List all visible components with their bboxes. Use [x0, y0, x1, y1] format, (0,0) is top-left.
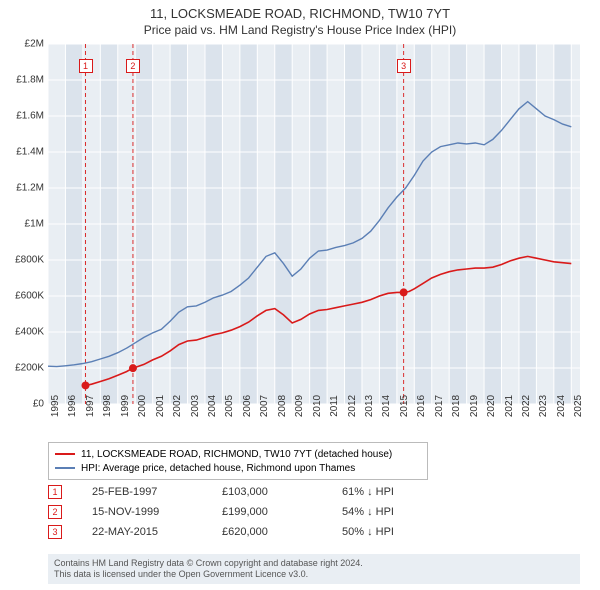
x-tick-label: 2024: [554, 395, 567, 417]
x-tick-label: 2020: [484, 395, 497, 417]
legend-label: 11, LOCKSMEADE ROAD, RICHMOND, TW10 7YT …: [81, 449, 392, 460]
legend-swatch: [55, 467, 75, 469]
event-pct-vs-hpi: 50% ↓ HPI: [342, 526, 432, 538]
event-price: £620,000: [222, 526, 312, 538]
x-tick-label: 1995: [48, 395, 61, 417]
event-price: £199,000: [222, 506, 312, 518]
event-row: 1 25-FEB-1997 £103,000 61% ↓ HPI: [48, 482, 432, 502]
x-tick-label: 2012: [345, 395, 358, 417]
x-tick-label: 2011: [327, 395, 340, 417]
event-marker-box: 3: [397, 59, 411, 73]
x-tick-label: 2008: [275, 395, 288, 417]
event-marker-box: 2: [126, 59, 140, 73]
x-tick-label: 2016: [414, 395, 427, 417]
legend-label: HPI: Average price, detached house, Rich…: [81, 463, 355, 474]
y-tick-label: £0: [33, 399, 44, 410]
legend: 11, LOCKSMEADE ROAD, RICHMOND, TW10 7YT …: [48, 442, 428, 480]
y-tick-label: £1.6M: [16, 111, 44, 122]
x-tick-label: 2025: [571, 395, 584, 417]
x-tick-label: 2017: [432, 395, 445, 417]
footer-attribution: Contains HM Land Registry data © Crown c…: [48, 554, 580, 585]
y-tick-label: £400K: [15, 327, 44, 338]
y-tick-label: £1.4M: [16, 147, 44, 158]
x-tick-label: 2013: [362, 395, 375, 417]
x-tick-label: 2015: [397, 395, 410, 417]
event-row: 3 22-MAY-2015 £620,000 50% ↓ HPI: [48, 522, 432, 542]
legend-row: HPI: Average price, detached house, Rich…: [55, 461, 421, 475]
x-tick-label: 1998: [100, 395, 113, 417]
x-tick-label: 2009: [292, 395, 305, 417]
event-date: 25-FEB-1997: [92, 486, 192, 498]
events-table: 1 25-FEB-1997 £103,000 61% ↓ HPI 2 15-NOV-199…: [48, 482, 432, 542]
x-tick-label: 2014: [379, 395, 392, 417]
legend-row: 11, LOCKSMEADE ROAD, RICHMOND, TW10 7YT …: [55, 447, 421, 461]
x-tick-label: 1999: [118, 395, 131, 417]
x-tick-label: 2005: [222, 395, 235, 417]
x-tick-label: 2003: [188, 395, 201, 417]
y-tick-label: £800K: [15, 255, 44, 266]
event-marker-box: 1: [79, 59, 93, 73]
x-tick-label: 1996: [65, 395, 78, 417]
legend-swatch: [55, 453, 75, 455]
x-tick-label: 2022: [519, 395, 532, 417]
x-tick-label: 2006: [240, 395, 253, 417]
event-pct-vs-hpi: 54% ↓ HPI: [342, 506, 432, 518]
event-number-marker: 3: [48, 525, 62, 539]
x-tick-label: 2019: [467, 395, 480, 417]
y-tick-label: £1M: [25, 219, 44, 230]
x-tick-label: 2021: [502, 395, 515, 417]
footer-line1: Contains HM Land Registry data © Crown c…: [54, 558, 574, 569]
x-tick-label: 1997: [83, 395, 96, 417]
event-pct-vs-hpi: 61% ↓ HPI: [342, 486, 432, 498]
title-sub: Price paid vs. HM Land Registry's House …: [0, 23, 600, 37]
y-tick-label: £1.8M: [16, 75, 44, 86]
x-tick-label: 2010: [310, 395, 323, 417]
y-tick-label: £200K: [15, 363, 44, 374]
event-number-marker: 1: [48, 485, 62, 499]
x-tick-label: 2007: [257, 395, 270, 417]
y-tick-label: £2M: [25, 39, 44, 50]
x-tick-label: 2000: [135, 395, 148, 417]
y-tick-label: £600K: [15, 291, 44, 302]
x-tick-label: 2023: [536, 395, 549, 417]
x-tick-label: 2018: [449, 395, 462, 417]
x-tick-label: 2002: [170, 395, 183, 417]
event-date: 15-NOV-1999: [92, 506, 192, 518]
chart-container: 11, LOCKSMEADE ROAD, RICHMOND, TW10 7YT …: [0, 0, 600, 590]
event-number-marker: 2: [48, 505, 62, 519]
x-tick-label: 2004: [205, 395, 218, 417]
chart-svg: [48, 44, 580, 404]
event-date: 22-MAY-2015: [92, 526, 192, 538]
footer-line2: This data is licensed under the Open Gov…: [54, 569, 574, 580]
event-price: £103,000: [222, 486, 312, 498]
x-tick-label: 2001: [153, 395, 166, 417]
chart-plot-area: £0£200K£400K£600K£800K£1M£1.2M£1.4M£1.6M…: [48, 44, 580, 404]
event-row: 2 15-NOV-1999 £199,000 54% ↓ HPI: [48, 502, 432, 522]
title-block: 11, LOCKSMEADE ROAD, RICHMOND, TW10 7YT …: [0, 0, 600, 39]
title-main: 11, LOCKSMEADE ROAD, RICHMOND, TW10 7YT: [0, 6, 600, 21]
y-tick-label: £1.2M: [16, 183, 44, 194]
